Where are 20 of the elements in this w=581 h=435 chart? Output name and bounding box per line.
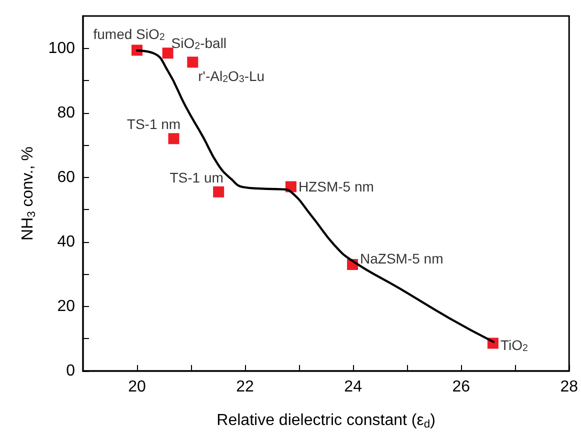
y-tick-label: 20: [57, 298, 76, 315]
y-tick-label: 80: [57, 104, 76, 122]
point: [213, 186, 224, 198]
y-tick-label: 100: [48, 40, 76, 57]
y-axis-title: NH3 conv., %: [19, 146, 38, 240]
point: [162, 48, 174, 59]
point: [168, 133, 180, 144]
annotation: TS-1 nm: [126, 116, 181, 132]
y-tick-label: 60: [57, 168, 76, 186]
annotation: NaZSM-5 nm: [360, 250, 444, 266]
x-tick-label: 24: [344, 378, 362, 396]
y-tick-label: 40: [57, 233, 76, 250]
x-tick-label: 26: [452, 378, 470, 396]
annotation: TS-1 um: [170, 169, 224, 186]
x-tick-label: 28: [560, 378, 578, 396]
annotation: HZSM-5 nm: [298, 178, 374, 195]
x-tick-label: 22: [236, 378, 254, 396]
x-tick-label: 20: [128, 378, 146, 396]
point: [187, 56, 198, 68]
y-tick-label: 0: [66, 362, 76, 380]
